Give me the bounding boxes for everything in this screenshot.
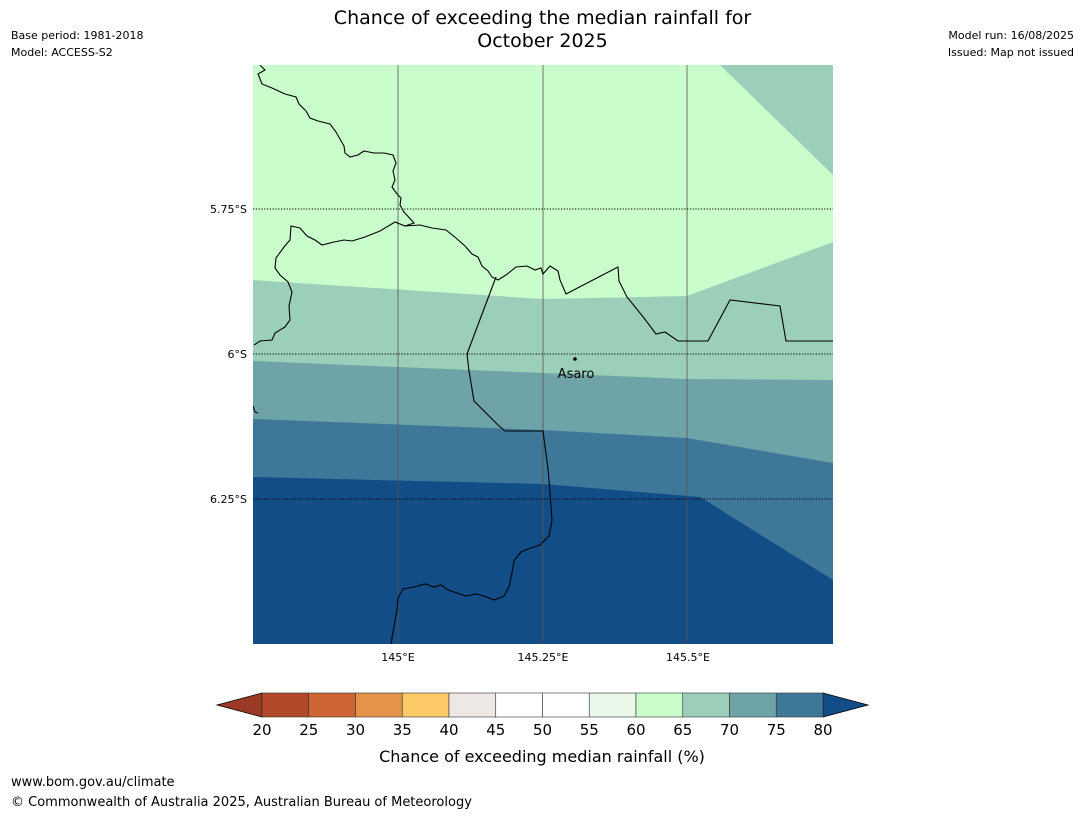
colorbar-segment: [682, 692, 730, 718]
colorbar-tick-label: 75: [767, 721, 786, 739]
colorbar-tick-label: 55: [580, 721, 599, 739]
colorbar: 20 25 30 35 40 45 50 55 60 65 70 75 80: [215, 692, 870, 739]
colorbar-segment: [542, 692, 590, 718]
lat-label-5-75: 5.75°S: [210, 203, 247, 216]
issued-text: Issued: Map not issued: [947, 46, 1074, 59]
lat-labels: 5.75°S 6°S 6.25°S: [210, 203, 247, 506]
lon-labels: 145°E 145.25°E 145.5°E: [381, 651, 710, 664]
province-boundaries: [253, 65, 833, 644]
colorbar-over-arrow: [822, 692, 870, 718]
meridians: [397, 65, 688, 644]
colorbar-tick-label: 25: [299, 721, 318, 739]
colorbar-tick-label: 30: [346, 721, 365, 739]
colorbar-segment: [775, 692, 824, 718]
asaro-marker: [573, 357, 577, 361]
colorbar-segment: [635, 692, 684, 718]
model-run-text: Model run: 16/08/2025: [948, 29, 1074, 42]
metadata-left: Base period: 1981-2018 Model: ACCESS-S2: [11, 27, 143, 61]
copyright-text: © Commonwealth of Australia 2025, Austra…: [11, 795, 472, 810]
colorbar-tick-label: 20: [252, 721, 271, 739]
title-line-2: October 2025: [477, 30, 608, 52]
colorbar-segment: [448, 692, 497, 718]
map-title: Chance of exceeding the median rainfall …: [0, 7, 1085, 53]
colorbar-segment: [401, 692, 450, 718]
colorbar-tick-label: 40: [439, 721, 458, 739]
base-period-text: Base period: 1981-2018: [11, 29, 144, 42]
colorbar-segment: [729, 692, 777, 718]
lon-label-145: 145°E: [381, 651, 414, 664]
colorbar-tick-label: 80: [813, 721, 832, 739]
place-label-asaro: Asaro: [558, 367, 595, 382]
title-line-1: Chance of exceeding the median rainfall …: [333, 7, 752, 29]
lat-label-6: 6°S: [228, 348, 247, 361]
bom-url: www.bom.gov.au/climate: [11, 775, 175, 790]
colorbar-segment: [355, 692, 403, 718]
colorbar-under-arrow: [215, 692, 263, 718]
colorbar-label: Chance of exceeding median rainfall (%): [379, 747, 705, 766]
map-area: Asaro: [253, 65, 833, 644]
colorbar-tick-label: 65: [673, 721, 692, 739]
colorbar-tick-label: 60: [626, 721, 645, 739]
colorbar-tick-label: 45: [486, 721, 505, 739]
colorbar-tick-label: 70: [720, 721, 739, 739]
colorbar-tick-label: 35: [393, 721, 412, 739]
colorbar-segment: [308, 692, 356, 718]
lon-label-145-25: 145.25°E: [518, 651, 569, 664]
model-text: Model: ACCESS-S2: [11, 46, 113, 59]
lat-label-6-25: 6.25°S: [210, 493, 247, 506]
colorbar-segment: [588, 692, 637, 718]
lon-label-145-5: 145.5°E: [666, 651, 710, 664]
colorbar-tick-label: 50: [533, 721, 552, 739]
colorbar-segment: [261, 692, 310, 718]
colorbar-segment: [495, 692, 543, 718]
metadata-right: Model run: 16/08/2025 Issued: Map not is…: [948, 27, 1074, 61]
